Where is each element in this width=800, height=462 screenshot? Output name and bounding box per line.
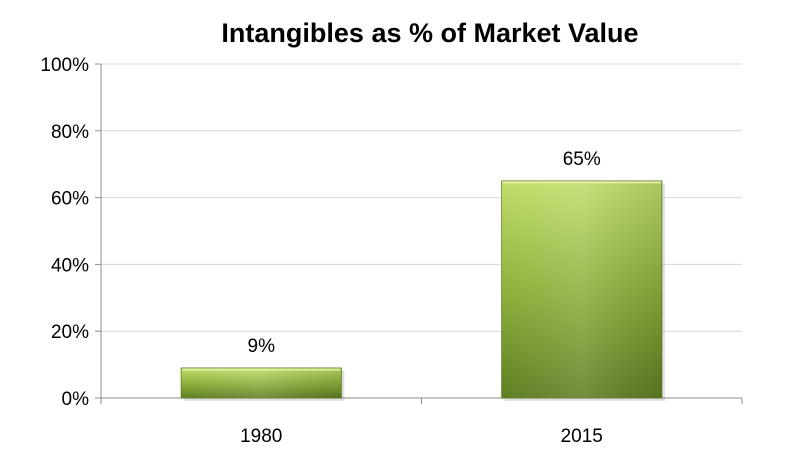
y-tick-label: 40% [51, 255, 89, 276]
y-tick-label: 80% [51, 122, 89, 143]
labels: 0% 20% 40% 60% 80% 100% 9% 1980 65% 2015 [40, 55, 603, 447]
data-label: 65% [563, 149, 601, 170]
x-category-label: 2015 [561, 426, 603, 447]
y-tick-label: 60% [51, 189, 89, 210]
bars [180, 180, 665, 401]
chart-title: Intangibles as % of Market Value [221, 18, 638, 48]
x-category-label: 1980 [240, 426, 282, 447]
y-tick-label: 0% [62, 389, 90, 410]
y-tick-label: 100% [40, 55, 89, 76]
bar-sheen [501, 180, 662, 398]
data-label: 9% [248, 336, 276, 357]
bar-sheen [181, 367, 342, 398]
y-tick-label: 20% [51, 322, 89, 343]
